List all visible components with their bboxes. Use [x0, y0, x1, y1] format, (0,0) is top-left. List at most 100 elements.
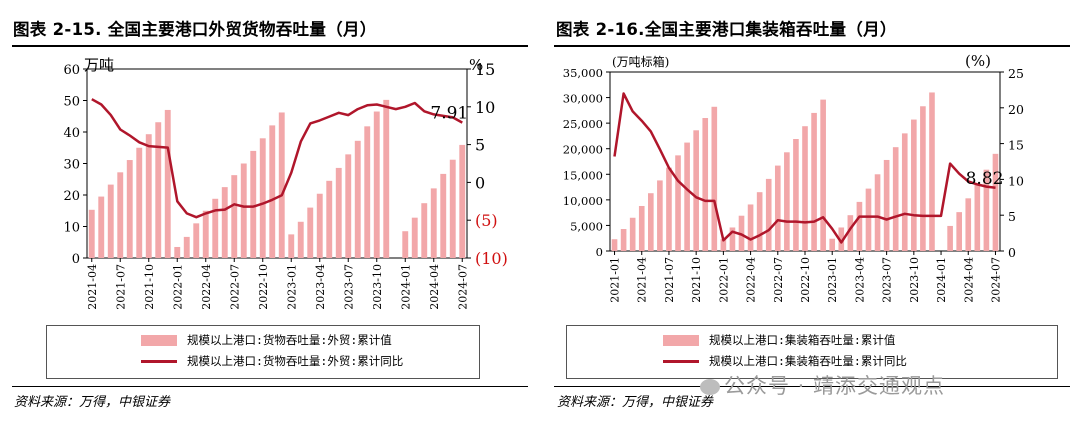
data-bar	[666, 167, 672, 251]
left-axis-tick-label: 30,000	[563, 92, 603, 106]
data-bar	[774, 165, 781, 251]
left-axis-tick-label: 20	[63, 189, 80, 204]
legend-item-line: 规模以上港口:货物吞吐量:外贸:累计同比	[141, 353, 403, 369]
data-bar	[440, 173, 447, 258]
chart-legend: 规模以上港口:货物吞吐量:外贸:累计值 规模以上港口:货物吞吐量:外贸:累计同比	[46, 325, 480, 379]
left-axis-tick-label: 0	[596, 245, 603, 259]
watermark-text: 公众号 · 靖添交通观点	[724, 374, 946, 398]
data-line	[613, 92, 996, 244]
data-bar	[88, 209, 95, 258]
right-axis-tick-label: 0	[1008, 245, 1016, 260]
right-axis-tick-label: (10)	[475, 249, 508, 268]
data-bar	[856, 201, 863, 251]
right-axis-tick-label: 25	[1008, 66, 1024, 81]
data-bar	[901, 133, 908, 251]
left-axis-tick-label: 30	[63, 158, 80, 173]
data-bar	[174, 246, 181, 258]
left-axis-tick-label: 40	[63, 126, 80, 141]
data-bar	[983, 169, 990, 251]
left-axis-tick-label: 25,000	[563, 117, 603, 131]
x-axis-tick-label: 2021-07	[114, 264, 127, 310]
x-axis-tick-label: 2024-07	[989, 257, 1002, 303]
data-bar	[883, 159, 890, 251]
x-axis-tick-label: 2022-10	[257, 264, 270, 310]
right-axis-tick-label: 5	[475, 136, 485, 155]
data-bar	[459, 144, 466, 258]
left-axis-tick-label: 20,000	[563, 143, 603, 157]
x-axis-tick-label: 2022-04	[200, 264, 213, 310]
x-axis-tick-label: 2021-07	[663, 257, 676, 303]
data-bar	[269, 125, 276, 258]
data-bar	[838, 227, 845, 251]
data-bar	[892, 147, 899, 251]
legend-line-label: 规模以上港口:货物吞吐量:外贸:累计同比	[187, 354, 404, 368]
left-axis-tick-label: 50	[63, 95, 80, 110]
x-axis-tick-label: 2023-10	[371, 264, 384, 310]
data-bar	[164, 109, 171, 258]
data-bar	[136, 147, 143, 258]
data-bar	[620, 229, 627, 251]
x-axis-tick-label: 2022-07	[228, 264, 241, 310]
right-axis-tick-label: 15	[475, 60, 495, 79]
x-axis-tick-label: 2023-10	[908, 257, 921, 303]
data-bar	[765, 178, 772, 251]
wechat-icon	[700, 379, 720, 395]
right-axis-tick-label: 5	[1008, 209, 1016, 224]
x-axis-tick-label: 2024-01	[935, 257, 948, 303]
data-bar	[729, 227, 736, 251]
x-axis-tick-label: 2024-01	[399, 264, 412, 310]
data-bar	[974, 184, 981, 251]
data-bar	[648, 193, 654, 251]
title-rule	[12, 45, 528, 47]
legend-item-line: 规模以上港口:集装箱吞吐量:累计同比	[663, 353, 907, 369]
data-bar	[98, 196, 105, 258]
left-axis-unit: (万吨标箱)	[612, 54, 669, 69]
legend-line-swatch	[141, 359, 177, 363]
data-bar	[411, 217, 418, 258]
data-bar	[326, 180, 333, 258]
data-bar	[231, 175, 238, 258]
data-bar	[221, 187, 228, 258]
source-note: 资料来源：万得，中银证券	[557, 395, 714, 410]
last-value-annotation: 7.91	[430, 104, 468, 124]
data-bar	[847, 215, 854, 251]
chart-legend: 规模以上港口:集装箱吞吐量:累计值 规模以上港口:集装箱吞吐量:累计同比	[566, 325, 1058, 379]
data-bar	[212, 198, 219, 258]
data-bar	[720, 239, 727, 251]
data-bar	[811, 112, 817, 252]
x-axis-tick-label: 2022-04	[745, 257, 758, 303]
data-bar	[307, 207, 314, 258]
right-axis-unit: %	[469, 56, 483, 74]
x-axis-tick-label: 2024-04	[428, 264, 441, 310]
right-axis-tick-label: (5)	[475, 211, 498, 230]
data-bar	[240, 163, 247, 258]
data-bar	[430, 188, 437, 258]
data-bar	[297, 221, 304, 258]
legend-bar-swatch	[141, 334, 177, 346]
data-bar	[911, 119, 917, 251]
data-bar	[702, 118, 709, 252]
x-axis-tick-label: 2024-04	[962, 257, 975, 303]
plot-frame	[86, 68, 468, 259]
data-bar	[250, 150, 257, 258]
data-bar	[193, 223, 200, 258]
data-line	[91, 98, 463, 219]
left-axis-tick-label: 15,000	[563, 168, 603, 182]
data-bar	[638, 205, 645, 251]
figure-title: 图表 2-15. 全国主要港口外贸货物吞吐量（月）	[13, 20, 377, 39]
data-bar	[829, 238, 836, 251]
right-axis-tick-label: 10	[475, 98, 495, 117]
data-bar	[449, 159, 456, 258]
source-rule	[554, 386, 1070, 387]
x-axis-tick-label: 2022-01	[171, 264, 184, 310]
data-bar	[288, 234, 295, 258]
x-axis-tick-label: 2023-01	[285, 264, 298, 310]
legend-line-swatch	[663, 359, 699, 363]
data-bar	[345, 154, 352, 258]
x-axis-tick-label: 2021-10	[143, 264, 156, 310]
data-bar	[126, 160, 133, 258]
data-bar	[756, 192, 763, 251]
x-axis-tick-label: 2022-01	[717, 257, 730, 303]
data-bar	[992, 153, 999, 251]
